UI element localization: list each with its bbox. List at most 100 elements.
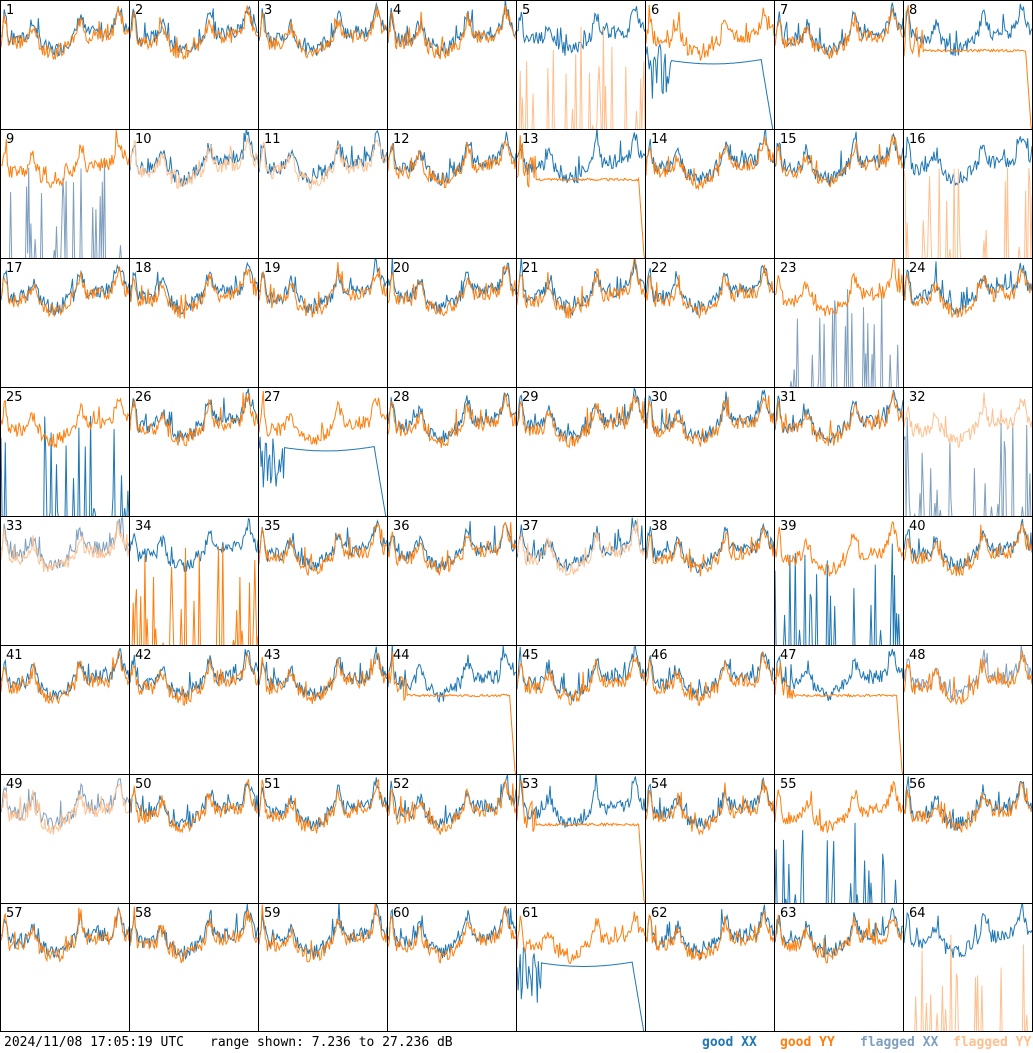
panel-label-59: 59	[264, 906, 281, 921]
panel-label-18: 18	[135, 261, 152, 276]
series-yy-panel-24	[904, 268, 1032, 318]
spectrum-plot-64	[904, 904, 1032, 1031]
spectrum-plot-60	[388, 905, 516, 964]
series-xx-panel-27	[259, 436, 387, 516]
spectrum-panel-10: 10	[129, 129, 259, 259]
spectrum-plot-55	[775, 780, 903, 903]
panel-label-55: 55	[780, 777, 797, 792]
series-yy-panel-34	[131, 544, 258, 645]
spectrum-panel-39: 39	[774, 516, 904, 646]
series-xx-panel-47	[775, 648, 903, 702]
spectrum-plot-26	[130, 388, 258, 447]
spectrum-panel-31: 31	[774, 387, 904, 517]
footer-bar: 2024/11/08 17:05:19 UTC range shown: 7.2…	[0, 1032, 1033, 1053]
panel-label-24: 24	[909, 261, 926, 276]
legend-good-xx: good XX	[702, 1035, 757, 1050]
series-yy-panel-47	[775, 661, 903, 774]
series-yy-panel-64	[914, 934, 1029, 1031]
panel-label-9: 9	[6, 132, 15, 147]
series-yy-panel-46	[646, 651, 774, 707]
series-yy-panel-26	[130, 392, 258, 447]
panel-label-29: 29	[522, 390, 539, 405]
panel-label-22: 22	[651, 261, 668, 276]
panel-label-43: 43	[264, 648, 281, 663]
spectrum-panel-32: 32	[903, 387, 1033, 517]
spectrum-plot-25	[1, 397, 129, 516]
series-yy-panel-58	[130, 906, 258, 964]
spectrum-plot-24	[904, 261, 1032, 318]
series-yy-panel-8	[904, 4, 1032, 129]
spectrum-plot-8	[904, 3, 1032, 129]
series-xx-panel-36	[388, 521, 516, 574]
spectrum-panel-22: 22	[645, 258, 775, 388]
spectrum-plot-32	[904, 392, 1032, 516]
timestamp: 2024/11/08 17:05:19 UTC	[4, 1035, 185, 1050]
spectrum-panel-9: 9	[0, 129, 130, 259]
legend-flagged-xx: flagged XX	[860, 1035, 939, 1050]
series-xx-panel-18	[130, 261, 258, 315]
series-xx-panel-25	[1, 415, 129, 516]
spectrum-panel-55: 55	[774, 774, 904, 904]
spectrum-panel-7: 7	[774, 0, 904, 130]
spectrum-plot-57	[1, 906, 129, 963]
series-xx-panel-6	[646, 42, 774, 129]
series-yy-panel-49	[1, 783, 129, 835]
spectrum-plot-36	[388, 521, 516, 576]
series-xx-panel-64	[904, 904, 1032, 958]
spectrum-plot-52	[388, 775, 516, 835]
series-yy-panel-52	[388, 780, 516, 835]
spectrum-plot-4	[388, 1, 516, 60]
series-yy-panel-11	[259, 139, 387, 191]
spectrum-panel-44: 44	[387, 645, 517, 775]
series-yy-panel-29	[517, 394, 645, 449]
spectrum-plot-58	[130, 904, 258, 964]
series-xx-panel-9	[9, 158, 122, 258]
series-yy-panel-53	[517, 780, 645, 903]
spectrum-plot-17	[1, 264, 129, 318]
series-yy-panel-41	[1, 650, 129, 705]
series-xx-panel-16	[904, 136, 1032, 187]
panel-label-28: 28	[393, 390, 410, 405]
spectrum-panel-23: 23	[774, 258, 904, 388]
panel-label-1: 1	[6, 3, 15, 18]
panel-label-47: 47	[780, 648, 797, 663]
spectrum-plot-43	[259, 646, 387, 705]
series-yy-panel-25	[1, 397, 129, 449]
series-xx-panel-38	[646, 522, 774, 574]
series-yy-panel-51	[259, 778, 387, 834]
spectrum-plot-59	[259, 904, 387, 963]
spectrum-panel-2: 2	[129, 0, 259, 130]
spectrum-panel-21: 21	[516, 258, 646, 388]
panel-label-26: 26	[135, 390, 152, 405]
spectrum-panel-43: 43	[258, 645, 388, 775]
panel-label-16: 16	[909, 132, 926, 147]
series-xx-panel-46	[646, 650, 774, 701]
spectrum-plot-46	[646, 650, 774, 707]
spectrum-plot-35	[259, 519, 387, 576]
spectrum-plot-31	[775, 390, 903, 447]
spectrum-plot-15	[775, 131, 903, 188]
spectrum-plot-53	[517, 775, 645, 903]
spectrum-plot-10	[130, 130, 258, 190]
panel-label-5: 5	[522, 3, 531, 18]
spectrum-panel-8: 8	[903, 0, 1033, 130]
series-yy-panel-35	[259, 522, 387, 576]
series-yy-panel-56	[904, 781, 1032, 833]
series-yy-panel-3	[259, 5, 387, 59]
panel-label-31: 31	[780, 390, 797, 405]
spectrum-plot-7	[775, 2, 903, 60]
spectrum-plot-28	[388, 391, 516, 448]
spectrum-plot-29	[517, 388, 645, 449]
series-yy-panel-27	[259, 390, 387, 445]
spectrum-plot-13	[517, 130, 645, 258]
spectrum-panel-51: 51	[258, 774, 388, 904]
spectrum-plot-50	[130, 779, 258, 834]
series-xx-panel-1	[1, 7, 129, 57]
series-xx-panel-53	[517, 775, 645, 828]
spectrum-panel-35: 35	[258, 516, 388, 646]
series-yy-panel-44	[388, 651, 516, 774]
panel-label-34: 34	[135, 519, 152, 534]
spectrum-panel-52: 52	[387, 774, 517, 904]
series-xx-panel-57	[1, 906, 129, 959]
series-yy-panel-40	[904, 522, 1032, 577]
